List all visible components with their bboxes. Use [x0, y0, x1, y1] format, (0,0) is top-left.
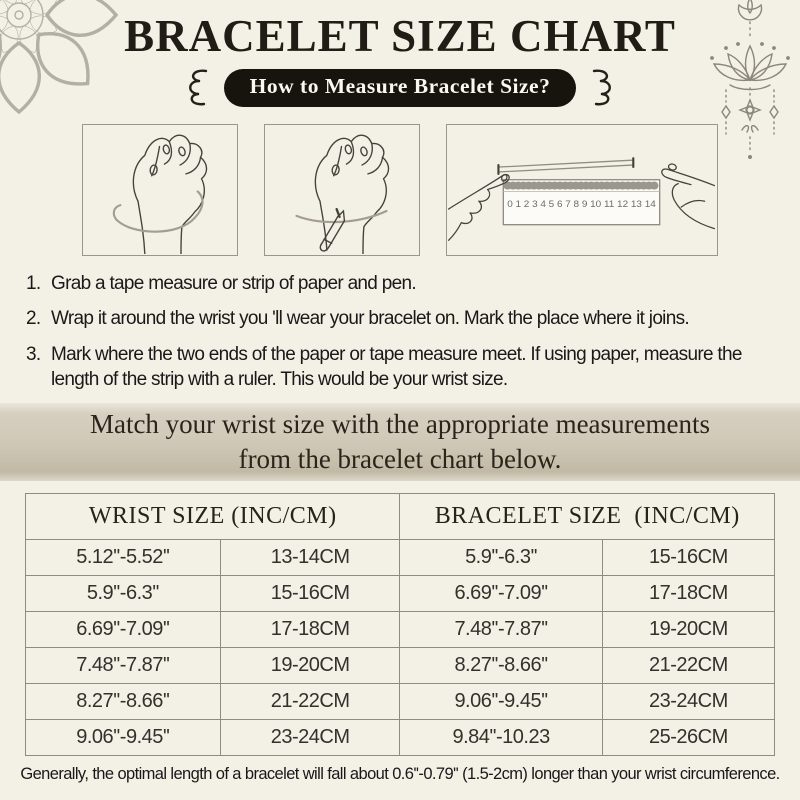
- badge-row: How to Measure Bracelet Size?: [0, 68, 800, 108]
- step-text: Mark where the two ends of the paper or …: [51, 343, 742, 391]
- wrist-inches: 7.48''-7.87'': [25, 647, 221, 685]
- bracelet-inches: 8.27''-8.66'': [399, 647, 603, 685]
- ruler-numbers: 0 1 2 3 4 5 6 7 8 9 10 11 12 13 14: [507, 199, 656, 209]
- table-row: 9.06''-9.45'' 23-24CM 9.84''-10.23 25-26…: [25, 719, 776, 757]
- step-text: Wrap it around the wrist you 'll wear yo…: [51, 308, 690, 330]
- bracelet-cm: 23-24CM: [601, 683, 776, 721]
- wrist-cm: 23-24CM: [219, 719, 401, 757]
- step-number: 3.: [26, 343, 41, 365]
- list-item: 2. Wrap it around the wrist you 'll wear…: [26, 306, 784, 332]
- step-number: 2.: [26, 308, 41, 330]
- wrist-inches: 6.69''-7.09'': [25, 611, 221, 649]
- list-item: 3. Mark where the two ends of the paper …: [26, 342, 784, 393]
- banner-line-1: Match your wrist size with the appropria…: [89, 408, 711, 439]
- size-chart-table: WRIST SIZE (INC/CM) BRACELET SIZE (INC/C…: [24, 493, 776, 757]
- table-row: 5.9''-6.3'' 15-16CM 6.69''-7.09'' 17-18C…: [25, 575, 776, 613]
- wrist-inches: 8.27''-8.66'': [25, 683, 221, 721]
- illustration-row: 0 1 2 3 4 5 6 7 8 9 10 11 12 13 14: [0, 123, 800, 256]
- table-row: 6.69''-7.09'' 17-18CM 7.48''-7.87'' 19-2…: [25, 611, 776, 649]
- how-to-measure-badge: How to Measure Bracelet Size?: [223, 68, 577, 107]
- step-number: 1.: [26, 272, 41, 294]
- list-item: 1. Grab a tape measure or strip of paper…: [26, 271, 784, 297]
- table-row: 8.27''-8.66'' 21-22CM 9.06''-9.45'' 23-2…: [25, 683, 776, 721]
- wrist-size-header: WRIST SIZE (INC/CM): [24, 493, 401, 541]
- bracelet-inches: 7.48''-7.87'': [399, 611, 603, 649]
- bracelet-cm: 19-20CM: [601, 611, 776, 649]
- table-row: 7.48''-7.87'' 19-20CM 8.27''-8.66'' 21-2…: [25, 647, 776, 685]
- wrist-cm: 13-14CM: [219, 539, 401, 577]
- flourish-left-icon: [188, 69, 207, 105]
- page-title: BRACELET SIZE CHART: [124, 11, 676, 61]
- banner-line-2: from the bracelet chart below.: [238, 444, 562, 475]
- bracelet-cm: 21-22CM: [601, 647, 776, 685]
- ruler-measure-illustration: 0 1 2 3 4 5 6 7 8 9 10 11 12 13 14: [446, 123, 718, 256]
- table-row: 5.12''-5.52'' 13-14CM 5.9''-6.3'' 15-16C…: [25, 539, 776, 577]
- bracelet-inches: 9.06''-9.45'': [399, 683, 603, 721]
- bracelet-inches: 9.84''-10.23: [399, 719, 603, 757]
- wrist-cm: 17-18CM: [219, 611, 401, 649]
- wrist-inches: 5.9''-6.3'': [25, 575, 221, 613]
- wrap-tape-illustration: [82, 123, 238, 256]
- bracelet-inches: 6.69''-7.09'': [399, 575, 603, 613]
- match-size-banner: Match your wrist size with the appropria…: [0, 403, 800, 482]
- wrist-cm: 15-16CM: [219, 575, 401, 613]
- bracelet-cm: 17-18CM: [601, 575, 776, 613]
- instructions-list: 1. Grab a tape measure or strip of paper…: [26, 271, 784, 394]
- bracelet-cm: 25-26CM: [601, 719, 776, 757]
- footer-note: Generally, the optimal length of a brace…: [20, 765, 780, 784]
- step-text: Grab a tape measure or strip of paper an…: [51, 272, 417, 294]
- bracelet-size-header: BRACELET SIZE (INC/CM): [399, 493, 775, 541]
- bracelet-inches: 5.9''-6.3'': [399, 539, 603, 577]
- table-header-row: WRIST SIZE (INC/CM) BRACELET SIZE (INC/C…: [24, 493, 775, 541]
- flourish-right-icon: [593, 69, 612, 105]
- bracelet-cm: 15-16CM: [601, 539, 776, 577]
- wrist-cm: 21-22CM: [219, 683, 401, 721]
- wrist-cm: 19-20CM: [219, 647, 401, 685]
- wrist-inches: 9.06''-9.45'': [25, 719, 221, 757]
- mark-pen-illustration: [264, 123, 420, 256]
- wrist-inches: 5.12''-5.52'': [25, 539, 221, 577]
